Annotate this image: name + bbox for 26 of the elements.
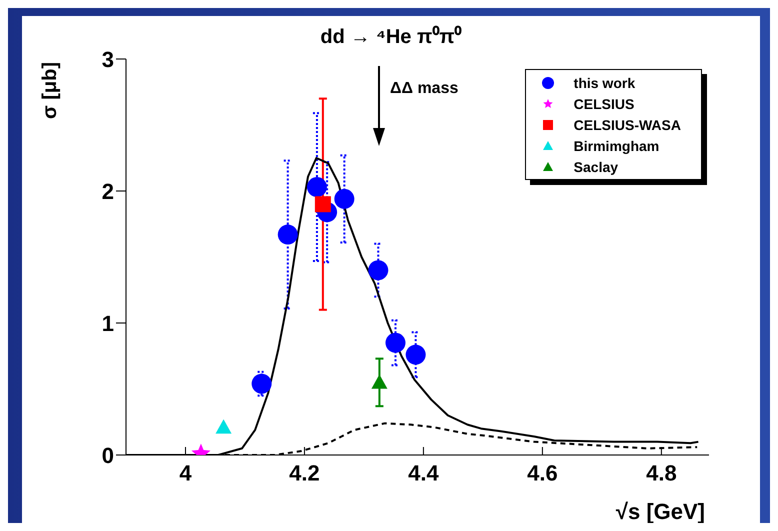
annotation: ΔΔ mass bbox=[390, 80, 458, 98]
legend-label: Birmimgham bbox=[574, 138, 660, 154]
x-tick-label: 4.2 bbox=[289, 460, 320, 486]
x-tick-label: 4.4 bbox=[408, 460, 440, 486]
x-tick-label: 4 bbox=[179, 460, 192, 486]
legend-label: CELSIUS-WASA bbox=[574, 116, 681, 132]
point bbox=[334, 188, 354, 209]
point bbox=[278, 224, 298, 245]
point bbox=[216, 419, 232, 434]
chart-title: dd → ⁴He π⁰π⁰ bbox=[320, 26, 462, 48]
point bbox=[368, 260, 388, 280]
x-tick-label: 4.6 bbox=[527, 460, 558, 486]
y-tick-label: 3 bbox=[102, 46, 114, 72]
point bbox=[385, 332, 406, 353]
point bbox=[306, 177, 327, 198]
y-tick-label: 1 bbox=[102, 310, 114, 336]
point bbox=[406, 344, 426, 365]
y-axis-title: σ [μb] bbox=[39, 62, 62, 119]
x-tick-label: 4.8 bbox=[646, 460, 677, 486]
point bbox=[371, 374, 388, 389]
y-tick-label: 0 bbox=[102, 442, 114, 468]
legend-label: this work bbox=[574, 74, 636, 90]
legend-label: Saclay bbox=[574, 158, 618, 174]
y-tick-label: 2 bbox=[102, 178, 114, 204]
point bbox=[252, 374, 272, 394]
legend-label: CELSIUS bbox=[574, 96, 634, 112]
